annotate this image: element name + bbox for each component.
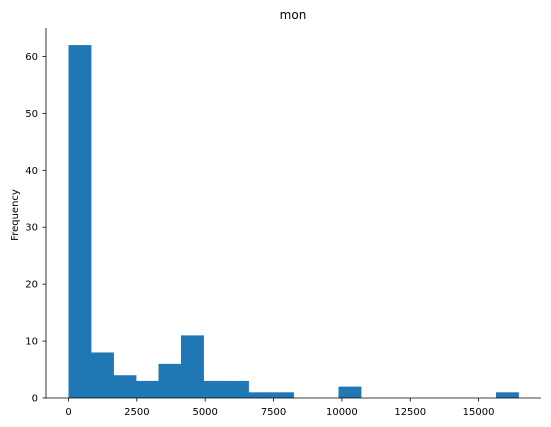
histogram-bar-0 xyxy=(68,45,92,398)
y-tick-label-60: 60 xyxy=(25,52,38,63)
x-tick-label-12500: 12500 xyxy=(394,407,426,418)
histogram-bar-7 xyxy=(226,380,249,398)
histogram-bar-5 xyxy=(181,335,204,398)
y-tick-label-10: 10 xyxy=(25,337,38,348)
x-tick-label-2500: 2500 xyxy=(124,407,149,418)
histogram-bar-1 xyxy=(91,352,114,398)
x-tick-label-0: 0 xyxy=(65,407,71,418)
histogram-bar-8 xyxy=(248,392,272,398)
histogram-bar-9 xyxy=(271,392,294,398)
bars-group xyxy=(68,45,519,398)
histogram-bar-6 xyxy=(203,380,227,398)
y-tick-label-0: 0 xyxy=(32,394,38,405)
histogram-bar-2 xyxy=(113,375,137,398)
x-tick-label-15000: 15000 xyxy=(463,407,495,418)
y-axis-title: Frequency xyxy=(10,189,21,241)
y-tick-label-50: 50 xyxy=(25,109,38,120)
x-tick-label-7500: 7500 xyxy=(261,407,286,418)
histogram-bar-19 xyxy=(496,392,519,398)
histogram-bar-12 xyxy=(338,386,362,398)
y-tick-label-40: 40 xyxy=(25,166,38,177)
histogram-bar-4 xyxy=(158,363,182,398)
histogram-bar-3 xyxy=(136,380,159,398)
y-tick-label-20: 20 xyxy=(25,280,38,291)
y-tick-label-30: 30 xyxy=(25,223,38,234)
chart-title: mon xyxy=(280,8,307,22)
x-tick-label-10000: 10000 xyxy=(326,407,358,418)
axes-group: 0 2500 5000 7500 10000 12500 15000 0 10 20 30 40 50 6… xyxy=(25,28,541,418)
x-tick-label-5000: 5000 xyxy=(192,407,217,418)
